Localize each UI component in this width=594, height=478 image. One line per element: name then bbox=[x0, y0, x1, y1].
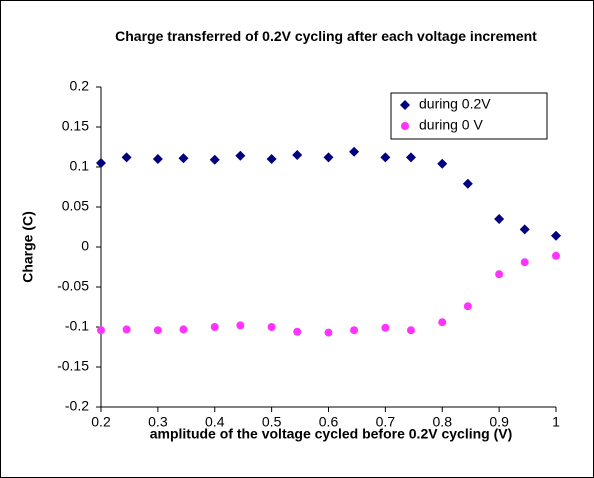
point bbox=[350, 326, 359, 335]
point bbox=[236, 321, 245, 330]
y-tick-label: -0.15 bbox=[57, 358, 89, 374]
point bbox=[520, 258, 529, 267]
x-axis-label: amplitude of the voltage cycled before 0… bbox=[150, 426, 513, 442]
y-tick-label: -0.05 bbox=[57, 278, 89, 294]
point bbox=[494, 214, 505, 224]
x-tick-label: 1 bbox=[552, 414, 560, 430]
legend-label: during 0.2V bbox=[419, 96, 491, 112]
y-tick-label: 0 bbox=[81, 238, 89, 254]
legend-marker bbox=[401, 122, 409, 130]
point bbox=[209, 154, 220, 165]
legend-marker bbox=[400, 100, 410, 110]
point bbox=[178, 153, 189, 164]
point bbox=[210, 323, 219, 331]
point bbox=[406, 326, 415, 335]
point bbox=[122, 325, 131, 334]
x-tick-label: 0.2 bbox=[91, 414, 111, 430]
point bbox=[153, 326, 162, 335]
point bbox=[551, 230, 561, 241]
point bbox=[293, 327, 302, 336]
legend-box bbox=[390, 92, 548, 140]
point bbox=[552, 251, 560, 260]
x-tick-label: 0.3 bbox=[148, 414, 168, 430]
y-tick-label: -0.1 bbox=[65, 318, 89, 334]
point bbox=[323, 152, 334, 163]
y-tick-label: 0.05 bbox=[62, 198, 89, 214]
point bbox=[405, 152, 416, 163]
legend-label: during 0 V bbox=[419, 117, 483, 133]
point bbox=[438, 318, 447, 327]
y-tick-label: 0.2 bbox=[70, 78, 90, 94]
point bbox=[121, 152, 132, 163]
point bbox=[179, 325, 188, 334]
point bbox=[349, 146, 360, 157]
point bbox=[519, 224, 530, 235]
point bbox=[380, 152, 391, 163]
chart-title: Charge transferred of 0.2V cycling after… bbox=[115, 28, 537, 44]
y-tick-label: 0.1 bbox=[70, 158, 90, 174]
x-tick-label: 0.4 bbox=[205, 414, 225, 430]
point bbox=[97, 326, 105, 335]
x-tick-label: 0.9 bbox=[489, 414, 509, 430]
x-tick-label: 0.7 bbox=[376, 414, 396, 430]
point bbox=[463, 302, 472, 311]
y-axis-label: Charge (C) bbox=[20, 211, 36, 283]
point bbox=[462, 178, 473, 189]
point bbox=[266, 154, 277, 164]
x-tick-label: 0.5 bbox=[262, 414, 282, 430]
y-tick-label: -0.2 bbox=[65, 398, 89, 414]
point bbox=[437, 158, 448, 169]
point bbox=[495, 270, 504, 279]
point bbox=[96, 158, 106, 168]
x-tick-label: 0.8 bbox=[433, 414, 453, 430]
point bbox=[235, 150, 246, 161]
point bbox=[267, 323, 276, 331]
point bbox=[292, 150, 303, 160]
point bbox=[152, 154, 163, 164]
y-tick-label: 0.15 bbox=[62, 118, 89, 134]
point bbox=[381, 323, 390, 332]
x-tick-label: 0.6 bbox=[319, 414, 339, 430]
point bbox=[324, 328, 333, 337]
